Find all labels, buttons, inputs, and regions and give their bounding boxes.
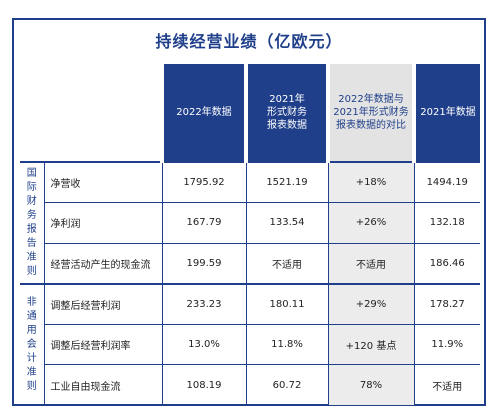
value-comparison: +29% [327, 282, 414, 324]
value-2021: 186.46 [413, 242, 480, 284]
value-2021: 132.18 [413, 202, 480, 243]
value-2022: 1795.92 [161, 161, 246, 203]
metric-label: 净营收 [44, 161, 163, 203]
header-2021-proforma: 2021年 形式财务 报表数据 [244, 64, 328, 162]
value-comparison: +26% [327, 202, 414, 243]
value-2021: 11.9% [413, 323, 480, 365]
metric-label: 调整后经营利润率 [44, 323, 163, 365]
header-corner [20, 64, 163, 162]
metric-label: 经营活动产生的现金流 [44, 242, 163, 284]
value-2022: 13.0% [161, 323, 246, 365]
table-row: 调整后经营利润率 13.0% 11.8% +120 基点 11.9% [20, 323, 480, 365]
metric-label: 调整后经营利润 [44, 282, 163, 324]
value-2021-proforma: 133.54 [245, 202, 328, 243]
value-comparison: 78% [327, 364, 414, 405]
value-comparison: +18% [327, 161, 414, 203]
group-label-ifrs: 国 际 财 务 报 告 准 则 [20, 161, 45, 284]
value-2021: 1494.19 [413, 161, 480, 203]
results-card: 持续经营业绩（亿欧元） 2022年数据 2021年 形式财务 报表数据 [12, 18, 486, 406]
value-2022: 233.23 [161, 282, 246, 324]
metric-label: 净利润 [44, 202, 163, 243]
value-2021-proforma: 11.8% [245, 323, 328, 365]
value-comparison: +120 基点 [327, 323, 414, 365]
value-2021: 不适用 [413, 364, 480, 405]
table-row: 非 通 用 会 计 准 则 调整后经营利润 233.23 180.11 +29%… [20, 282, 480, 405]
metric-label: 工业自由现金流 [44, 364, 163, 405]
table-row: 净利润 167.79 133.54 +26% 132.18 [20, 202, 480, 243]
value-2022: 108.19 [161, 364, 246, 405]
group-label-non-gaap: 非 通 用 会 计 准 则 [20, 282, 45, 405]
header-comparison: 2022年数据与 2021年形式财务 报表数据的对比 [326, 64, 414, 162]
value-2021-proforma: 180.11 [245, 282, 328, 324]
value-2021-proforma: 不适用 [245, 242, 328, 284]
value-2022: 199.59 [161, 242, 246, 284]
table-row: 国 际 财 务 报 告 准 则 净营收 1795.92 1521.19 +18%… [20, 161, 480, 284]
table-title: 持续经营业绩（亿欧元） [155, 32, 343, 51]
value-2021-proforma: 60.72 [245, 364, 328, 405]
header-2022: 2022年数据 [160, 64, 246, 162]
header-2021: 2021年数据 [412, 64, 480, 162]
table-row: 经营活动产生的现金流 199.59 不适用 不适用 186.46 [20, 242, 480, 284]
value-2021: 178.27 [413, 282, 480, 324]
table-row: 工业自由现金流 108.19 60.72 78% 不适用 [20, 364, 480, 405]
value-2022: 167.79 [161, 202, 246, 243]
value-2021-proforma: 1521.19 [245, 161, 328, 203]
results-table: 2022年数据 2021年 形式财务 报表数据 2022年数据与 2021年形式… [20, 64, 480, 405]
value-comparison: 不适用 [327, 242, 414, 284]
